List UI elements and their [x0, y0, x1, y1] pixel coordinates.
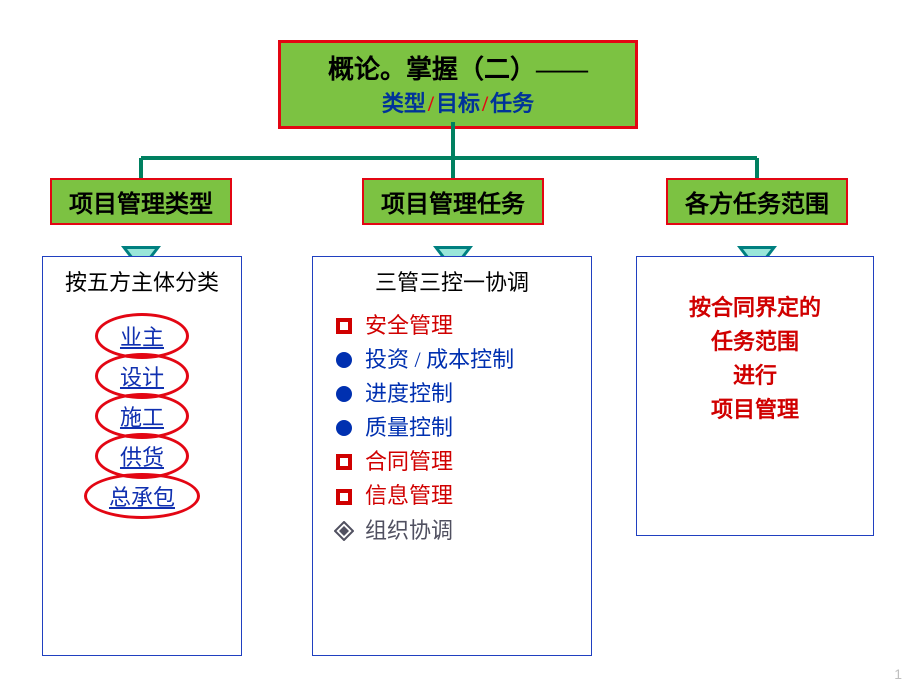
task-item: 安全管理 [333, 309, 591, 343]
separator: / [482, 91, 488, 116]
task-label: 组织协调 [365, 514, 453, 548]
panel-title: 按五方主体分类 [43, 257, 241, 303]
subtitle-part: 目标 [436, 91, 480, 116]
task-item: 投资 / 成本控制 [333, 343, 591, 377]
separator: / [428, 91, 434, 116]
branch-box-tasks: 项目管理任务 [362, 178, 544, 225]
root-box: 概论。掌握（二）—— 类型/目标/任务 [278, 40, 638, 129]
task-item: 信息管理 [333, 479, 591, 513]
scope-text: 按合同界定的任务范围进行项目管理 [637, 257, 873, 427]
root-subtitle: 类型/目标/任务 [299, 86, 617, 118]
circle-bullet-icon [333, 417, 355, 439]
square-bullet-icon [333, 451, 355, 473]
task-item: 合同管理 [333, 445, 591, 479]
scope-line: 进行 [637, 359, 873, 393]
task-label: 合同管理 [365, 445, 453, 479]
task-label: 信息管理 [365, 479, 453, 513]
entity-list: 业主设计施工供货总承包 [43, 303, 241, 529]
task-item: 组织协调 [333, 514, 591, 548]
square-bullet-icon [333, 486, 355, 508]
square-bullet-icon [333, 315, 355, 337]
circle-bullet-icon [333, 349, 355, 371]
page-number: 1 [894, 666, 902, 682]
entity-ellipse: 总承包 [84, 473, 200, 519]
branch-label: 项目管理任务 [381, 192, 525, 218]
branch-box-scope: 各方任务范围 [666, 178, 848, 225]
diamond-bullet-icon [333, 520, 355, 542]
branch-label: 项目管理类型 [69, 192, 213, 218]
task-list: 安全管理投资 / 成本控制进度控制质量控制合同管理信息管理组织协调 [313, 303, 591, 558]
subtitle-part: 类型 [382, 91, 426, 116]
root-title: 概论。掌握（二）—— [299, 49, 617, 86]
scope-line: 任务范围 [637, 325, 873, 359]
panel-types: 按五方主体分类 业主设计施工供货总承包 [42, 256, 242, 656]
task-label: 进度控制 [365, 377, 453, 411]
scope-line: 按合同界定的 [637, 291, 873, 325]
subtitle-part: 任务 [490, 91, 534, 116]
task-item: 质量控制 [333, 411, 591, 445]
task-label: 投资 / 成本控制 [365, 343, 514, 377]
panel-title: 三管三控一协调 [313, 257, 591, 303]
task-item: 进度控制 [333, 377, 591, 411]
branch-label: 各方任务范围 [685, 192, 829, 218]
scope-line: 项目管理 [637, 393, 873, 427]
task-label: 安全管理 [365, 309, 453, 343]
circle-bullet-icon [333, 383, 355, 405]
list-item: 总承包 [43, 473, 241, 519]
branch-box-types: 项目管理类型 [50, 178, 232, 225]
panel-tasks: 三管三控一协调 安全管理投资 / 成本控制进度控制质量控制合同管理信息管理组织协… [312, 256, 592, 656]
panel-scope: 按合同界定的任务范围进行项目管理 [636, 256, 874, 536]
task-label: 质量控制 [365, 411, 453, 445]
